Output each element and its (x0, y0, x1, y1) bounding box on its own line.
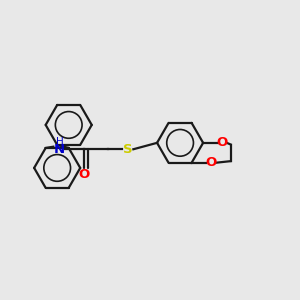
Text: O: O (205, 156, 216, 169)
Text: O: O (78, 168, 90, 182)
Text: O: O (217, 136, 228, 149)
Text: H: H (56, 137, 64, 147)
Text: S: S (123, 143, 132, 156)
Text: N: N (54, 143, 65, 156)
